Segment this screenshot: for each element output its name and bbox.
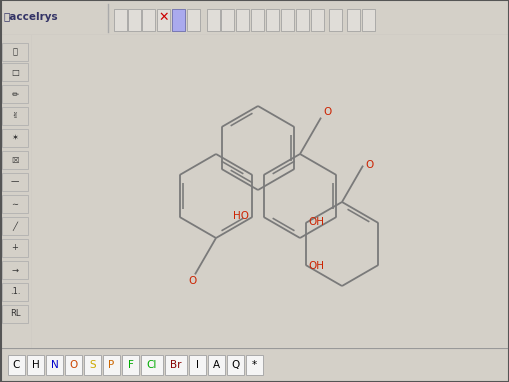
Text: +: + xyxy=(12,243,18,253)
FancyBboxPatch shape xyxy=(2,85,28,103)
Text: H: H xyxy=(32,360,39,370)
FancyBboxPatch shape xyxy=(346,9,359,31)
FancyBboxPatch shape xyxy=(8,355,25,375)
FancyBboxPatch shape xyxy=(27,355,44,375)
FancyBboxPatch shape xyxy=(245,355,263,375)
FancyBboxPatch shape xyxy=(2,239,28,257)
FancyBboxPatch shape xyxy=(236,9,248,31)
Text: □: □ xyxy=(11,68,19,76)
FancyBboxPatch shape xyxy=(114,9,127,31)
Text: ✌: ✌ xyxy=(12,112,18,120)
Text: ⬬: ⬬ xyxy=(13,47,17,57)
Text: F: F xyxy=(127,360,133,370)
FancyBboxPatch shape xyxy=(2,43,28,61)
Text: O: O xyxy=(322,107,331,117)
FancyBboxPatch shape xyxy=(266,9,278,31)
FancyBboxPatch shape xyxy=(328,9,342,31)
Text: Ⓢaccelrys: Ⓢaccelrys xyxy=(4,13,59,23)
Text: P: P xyxy=(108,360,115,370)
Text: O: O xyxy=(364,160,373,170)
FancyBboxPatch shape xyxy=(280,9,293,31)
FancyBboxPatch shape xyxy=(65,355,82,375)
FancyBboxPatch shape xyxy=(2,173,28,191)
Text: Br: Br xyxy=(170,360,181,370)
Text: .1.: .1. xyxy=(10,288,20,296)
FancyBboxPatch shape xyxy=(2,217,28,235)
Text: I: I xyxy=(195,360,199,370)
Text: S: S xyxy=(89,360,96,370)
Text: N: N xyxy=(50,360,58,370)
Text: O: O xyxy=(188,276,197,286)
FancyBboxPatch shape xyxy=(46,355,63,375)
FancyBboxPatch shape xyxy=(165,355,187,375)
FancyBboxPatch shape xyxy=(310,9,323,31)
FancyBboxPatch shape xyxy=(361,9,374,31)
Text: ✶: ✶ xyxy=(12,133,18,142)
Text: →: → xyxy=(12,265,18,275)
FancyBboxPatch shape xyxy=(2,151,28,169)
Text: Cl: Cl xyxy=(147,360,157,370)
FancyBboxPatch shape xyxy=(128,9,140,31)
FancyBboxPatch shape xyxy=(2,63,28,81)
FancyBboxPatch shape xyxy=(2,195,28,213)
FancyBboxPatch shape xyxy=(172,9,185,31)
FancyBboxPatch shape xyxy=(84,355,101,375)
FancyBboxPatch shape xyxy=(140,355,163,375)
FancyBboxPatch shape xyxy=(2,261,28,279)
Text: HO: HO xyxy=(233,211,249,221)
FancyBboxPatch shape xyxy=(122,355,139,375)
FancyBboxPatch shape xyxy=(227,355,243,375)
FancyBboxPatch shape xyxy=(2,107,28,125)
FancyBboxPatch shape xyxy=(189,355,206,375)
Text: ✏: ✏ xyxy=(12,89,18,99)
FancyBboxPatch shape xyxy=(187,9,200,31)
FancyBboxPatch shape xyxy=(142,9,155,31)
Text: *: * xyxy=(251,360,257,370)
Text: A: A xyxy=(213,360,219,370)
Text: Q: Q xyxy=(231,360,239,370)
FancyBboxPatch shape xyxy=(2,283,28,301)
Text: OH: OH xyxy=(308,217,324,227)
FancyBboxPatch shape xyxy=(2,129,28,147)
FancyBboxPatch shape xyxy=(103,355,120,375)
FancyBboxPatch shape xyxy=(220,9,234,31)
FancyBboxPatch shape xyxy=(207,9,219,31)
Text: RL: RL xyxy=(10,309,20,319)
Text: ✕: ✕ xyxy=(158,11,169,24)
Text: ╱: ╱ xyxy=(13,221,17,231)
Text: ☒: ☒ xyxy=(11,155,19,165)
Text: —: — xyxy=(11,178,19,186)
FancyBboxPatch shape xyxy=(2,305,28,323)
FancyBboxPatch shape xyxy=(157,9,169,31)
Text: OH: OH xyxy=(308,261,324,271)
Text: O: O xyxy=(69,360,77,370)
Text: ∼: ∼ xyxy=(12,199,18,209)
Text: C: C xyxy=(13,360,20,370)
FancyBboxPatch shape xyxy=(250,9,264,31)
FancyBboxPatch shape xyxy=(295,9,308,31)
FancyBboxPatch shape xyxy=(208,355,224,375)
FancyBboxPatch shape xyxy=(172,9,185,31)
